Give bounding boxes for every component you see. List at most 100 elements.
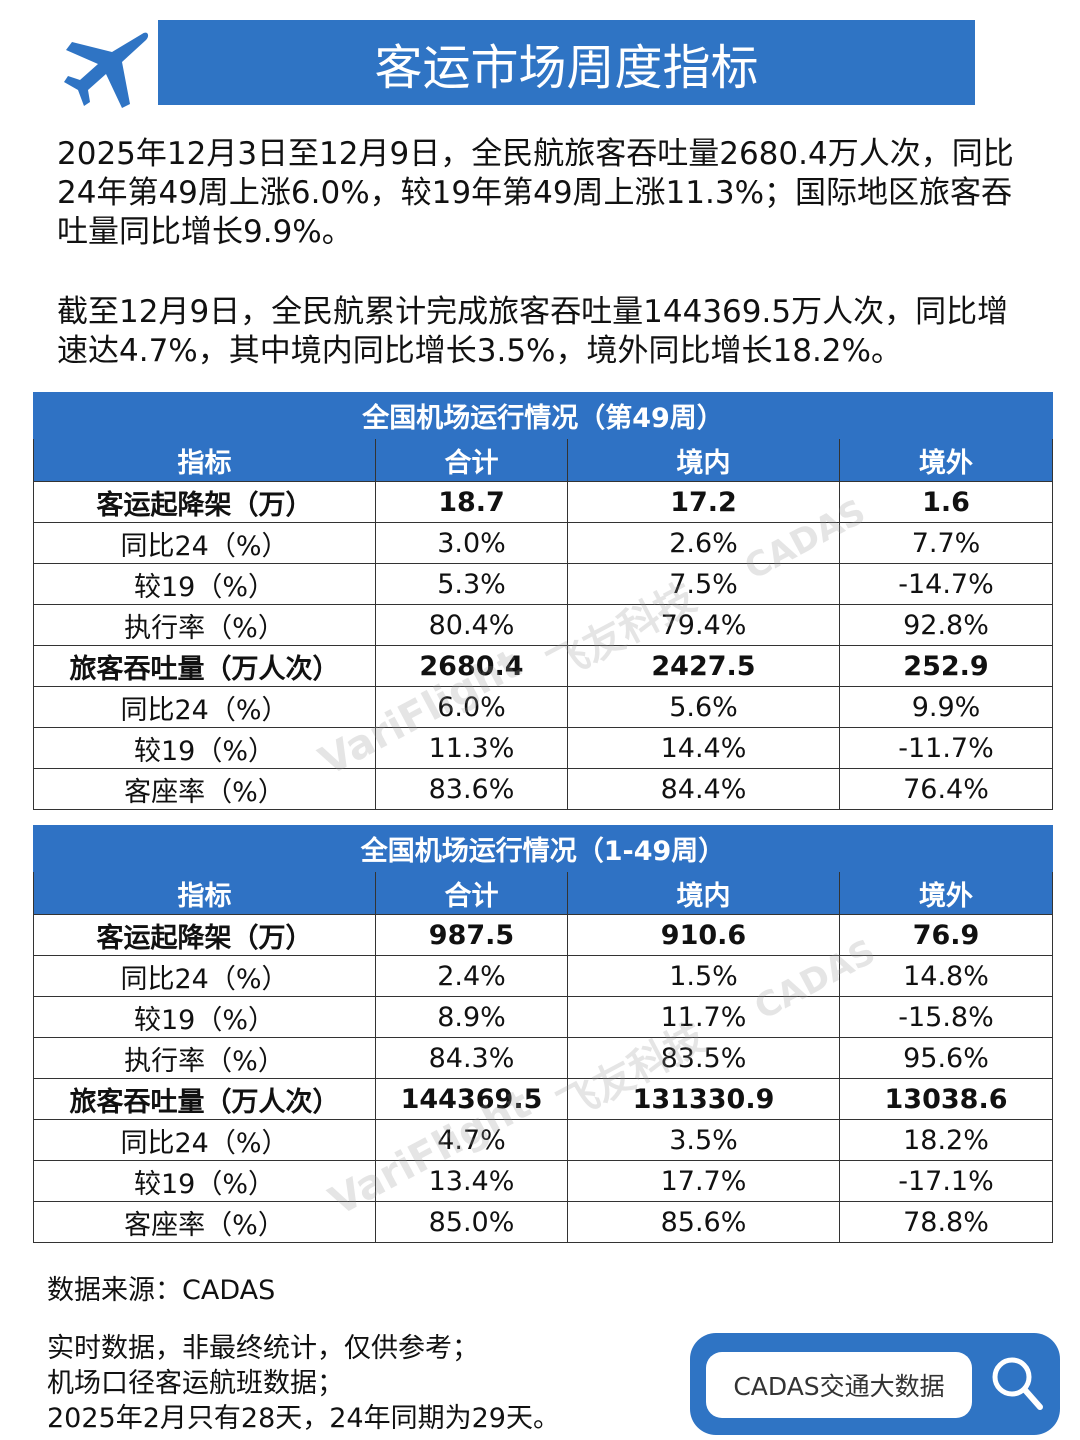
cell: 7.5% (567, 563, 840, 605)
cell: 3.5% (567, 1119, 840, 1161)
header-cell: 境外 (838, 871, 1054, 915)
header-cell: 境内 (567, 871, 840, 915)
row: 同比24（%） 3.0% 2.6% 7.7% (33, 522, 1054, 564)
cell: 11.7% (567, 996, 840, 1038)
cell: 85.0% (375, 1201, 568, 1243)
cell: 14.8% (838, 955, 1054, 997)
cell: 144369.5 (375, 1078, 568, 1120)
row: 客座率（%） 83.6% 84.4% 76.4% (33, 768, 1054, 810)
table-title: 全国机场运行情况（1-49周） (32, 825, 1054, 872)
header-row: 指标 合计 境内 境外 (33, 438, 1054, 482)
row: 较19（%） 5.3% 7.5% -14.7% (33, 563, 1054, 605)
cell: 2.4% (375, 955, 568, 997)
cell: 17.7% (567, 1160, 840, 1202)
table-title-row: 全国机场运行情况（1-49周） (32, 825, 1054, 872)
cell: 6.0% (375, 686, 568, 728)
row: 较19（%） 13.4% 17.7% -17.1% (33, 1160, 1054, 1202)
cell: 1.6 (838, 481, 1054, 523)
cell: 较19（%） (33, 727, 376, 769)
cell: 14.4% (567, 727, 840, 769)
row: 旅客吞吐量（万人次） 2680.4 2427.5 252.9 (33, 645, 1054, 687)
cell: 910.6 (567, 914, 840, 956)
cell: 85.6% (567, 1201, 840, 1243)
header-cell: 合计 (375, 438, 568, 482)
cell: 较19（%） (33, 996, 376, 1038)
plane-icon (64, 32, 149, 108)
note: 实时数据，非最终统计，仅供参考； (47, 1333, 479, 1364)
cell: 987.5 (375, 914, 568, 956)
search-input[interactable]: CADAS交通大数据 (706, 1352, 972, 1418)
header-cell: 境外 (838, 438, 1054, 482)
cell: 2427.5 (567, 645, 840, 687)
paragraph: 截至12月9日，全民航累计完成旅客吞吐量144369.5万人次，同比增速达4.7… (57, 294, 1009, 369)
search-box[interactable]: CADAS交通大数据 (690, 1333, 1060, 1435)
source: 数据来源：CADAS (47, 1275, 276, 1306)
cell: 78.8% (838, 1201, 1054, 1243)
cell: 11.3% (375, 727, 568, 769)
cell: 79.4% (567, 604, 840, 646)
cell: -15.8% (838, 996, 1054, 1038)
title: 客运市场周度指标 (158, 20, 975, 105)
cell: 252.9 (838, 645, 1054, 687)
cell: 3.0% (375, 522, 568, 564)
row: 客座率（%） 85.0% 85.6% 78.8% (33, 1201, 1054, 1243)
row: 执行率（%） 80.4% 79.4% 92.8% (33, 604, 1054, 646)
table: 全国机场运行情况（第49周） 指标 合计 境内 境外 客运起降架（万） 18.7 17.2 1.… (32, 392, 1054, 810)
cell: 较19（%） (33, 563, 376, 605)
note: 机场口径客运航班数据； (47, 1368, 344, 1399)
row: 客运起降架（万） 18.7 17.2 1.6 (33, 481, 1054, 523)
cell: 客座率（%） (33, 768, 376, 810)
cell: 7.7% (838, 522, 1054, 564)
cell: 同比24（%） (33, 522, 376, 564)
cell: 83.5% (567, 1037, 840, 1079)
cell: 1.5% (567, 955, 840, 997)
cell: 客运起降架（万） (33, 481, 376, 523)
table-title-row: 全国机场运行情况（第49周） (32, 392, 1054, 439)
table: 全国机场运行情况（1-49周） 指标 合计 境内 境外 客运起降架（万） 987.5 910.… (32, 825, 1054, 1243)
cell: 18.7 (375, 481, 568, 523)
cell: 4.7% (375, 1119, 568, 1161)
cell: 2.6% (567, 522, 840, 564)
cell: 80.4% (375, 604, 568, 646)
note: 2025年2月只有28天，24年同期为29天。 (47, 1403, 560, 1434)
row: 同比24（%） 6.0% 5.6% 9.9% (33, 686, 1054, 728)
cell: 95.6% (838, 1037, 1054, 1079)
header-cell: 境内 (567, 438, 840, 482)
cell: 84.4% (567, 768, 840, 810)
cell: 旅客吞吐量（万人次） (33, 1078, 376, 1120)
cell: 8.9% (375, 996, 568, 1038)
cell: -17.1% (838, 1160, 1054, 1202)
cell: 5.6% (567, 686, 840, 728)
header-cell: 指标 (33, 871, 376, 915)
cell: 客座率（%） (33, 1201, 376, 1243)
cell: 2680.4 (375, 645, 568, 687)
header-cell: 合计 (375, 871, 568, 915)
cell: 较19（%） (33, 1160, 376, 1202)
row: 较19（%） 8.9% 11.7% -15.8% (33, 996, 1054, 1038)
header-cell: 指标 (33, 438, 376, 482)
cell: 92.8% (838, 604, 1054, 646)
cell: -14.7% (838, 563, 1054, 605)
search-icon[interactable] (990, 1355, 1046, 1413)
cell: 5.3% (375, 563, 568, 605)
row: 同比24（%） 2.4% 1.5% 14.8% (33, 955, 1054, 997)
row: 同比24（%） 4.7% 3.5% 18.2% (33, 1119, 1054, 1161)
paragraph: 2025年12月3日至12月9日，全民航旅客吞吐量2680.4万人次，同比24年… (57, 136, 1014, 250)
cell: 同比24（%） (33, 686, 376, 728)
cell: 13038.6 (838, 1078, 1054, 1120)
row: 客运起降架（万） 987.5 910.6 76.9 (33, 914, 1054, 956)
header-row: 指标 合计 境内 境外 (33, 871, 1054, 915)
cell: 同比24（%） (33, 955, 376, 997)
cell: 9.9% (838, 686, 1054, 728)
cell: 执行率（%） (33, 1037, 376, 1079)
row: 旅客吞吐量（万人次） 144369.5 131330.9 13038.6 (33, 1078, 1054, 1120)
cell: 84.3% (375, 1037, 568, 1079)
cell: 18.2% (838, 1119, 1054, 1161)
table-title: 全国机场运行情况（第49周） (32, 392, 1054, 439)
cell: 76.9 (838, 914, 1054, 956)
cell: 76.4% (838, 768, 1054, 810)
cell: 旅客吞吐量（万人次） (33, 645, 376, 687)
cell: 83.6% (375, 768, 568, 810)
cell: 17.2 (567, 481, 840, 523)
